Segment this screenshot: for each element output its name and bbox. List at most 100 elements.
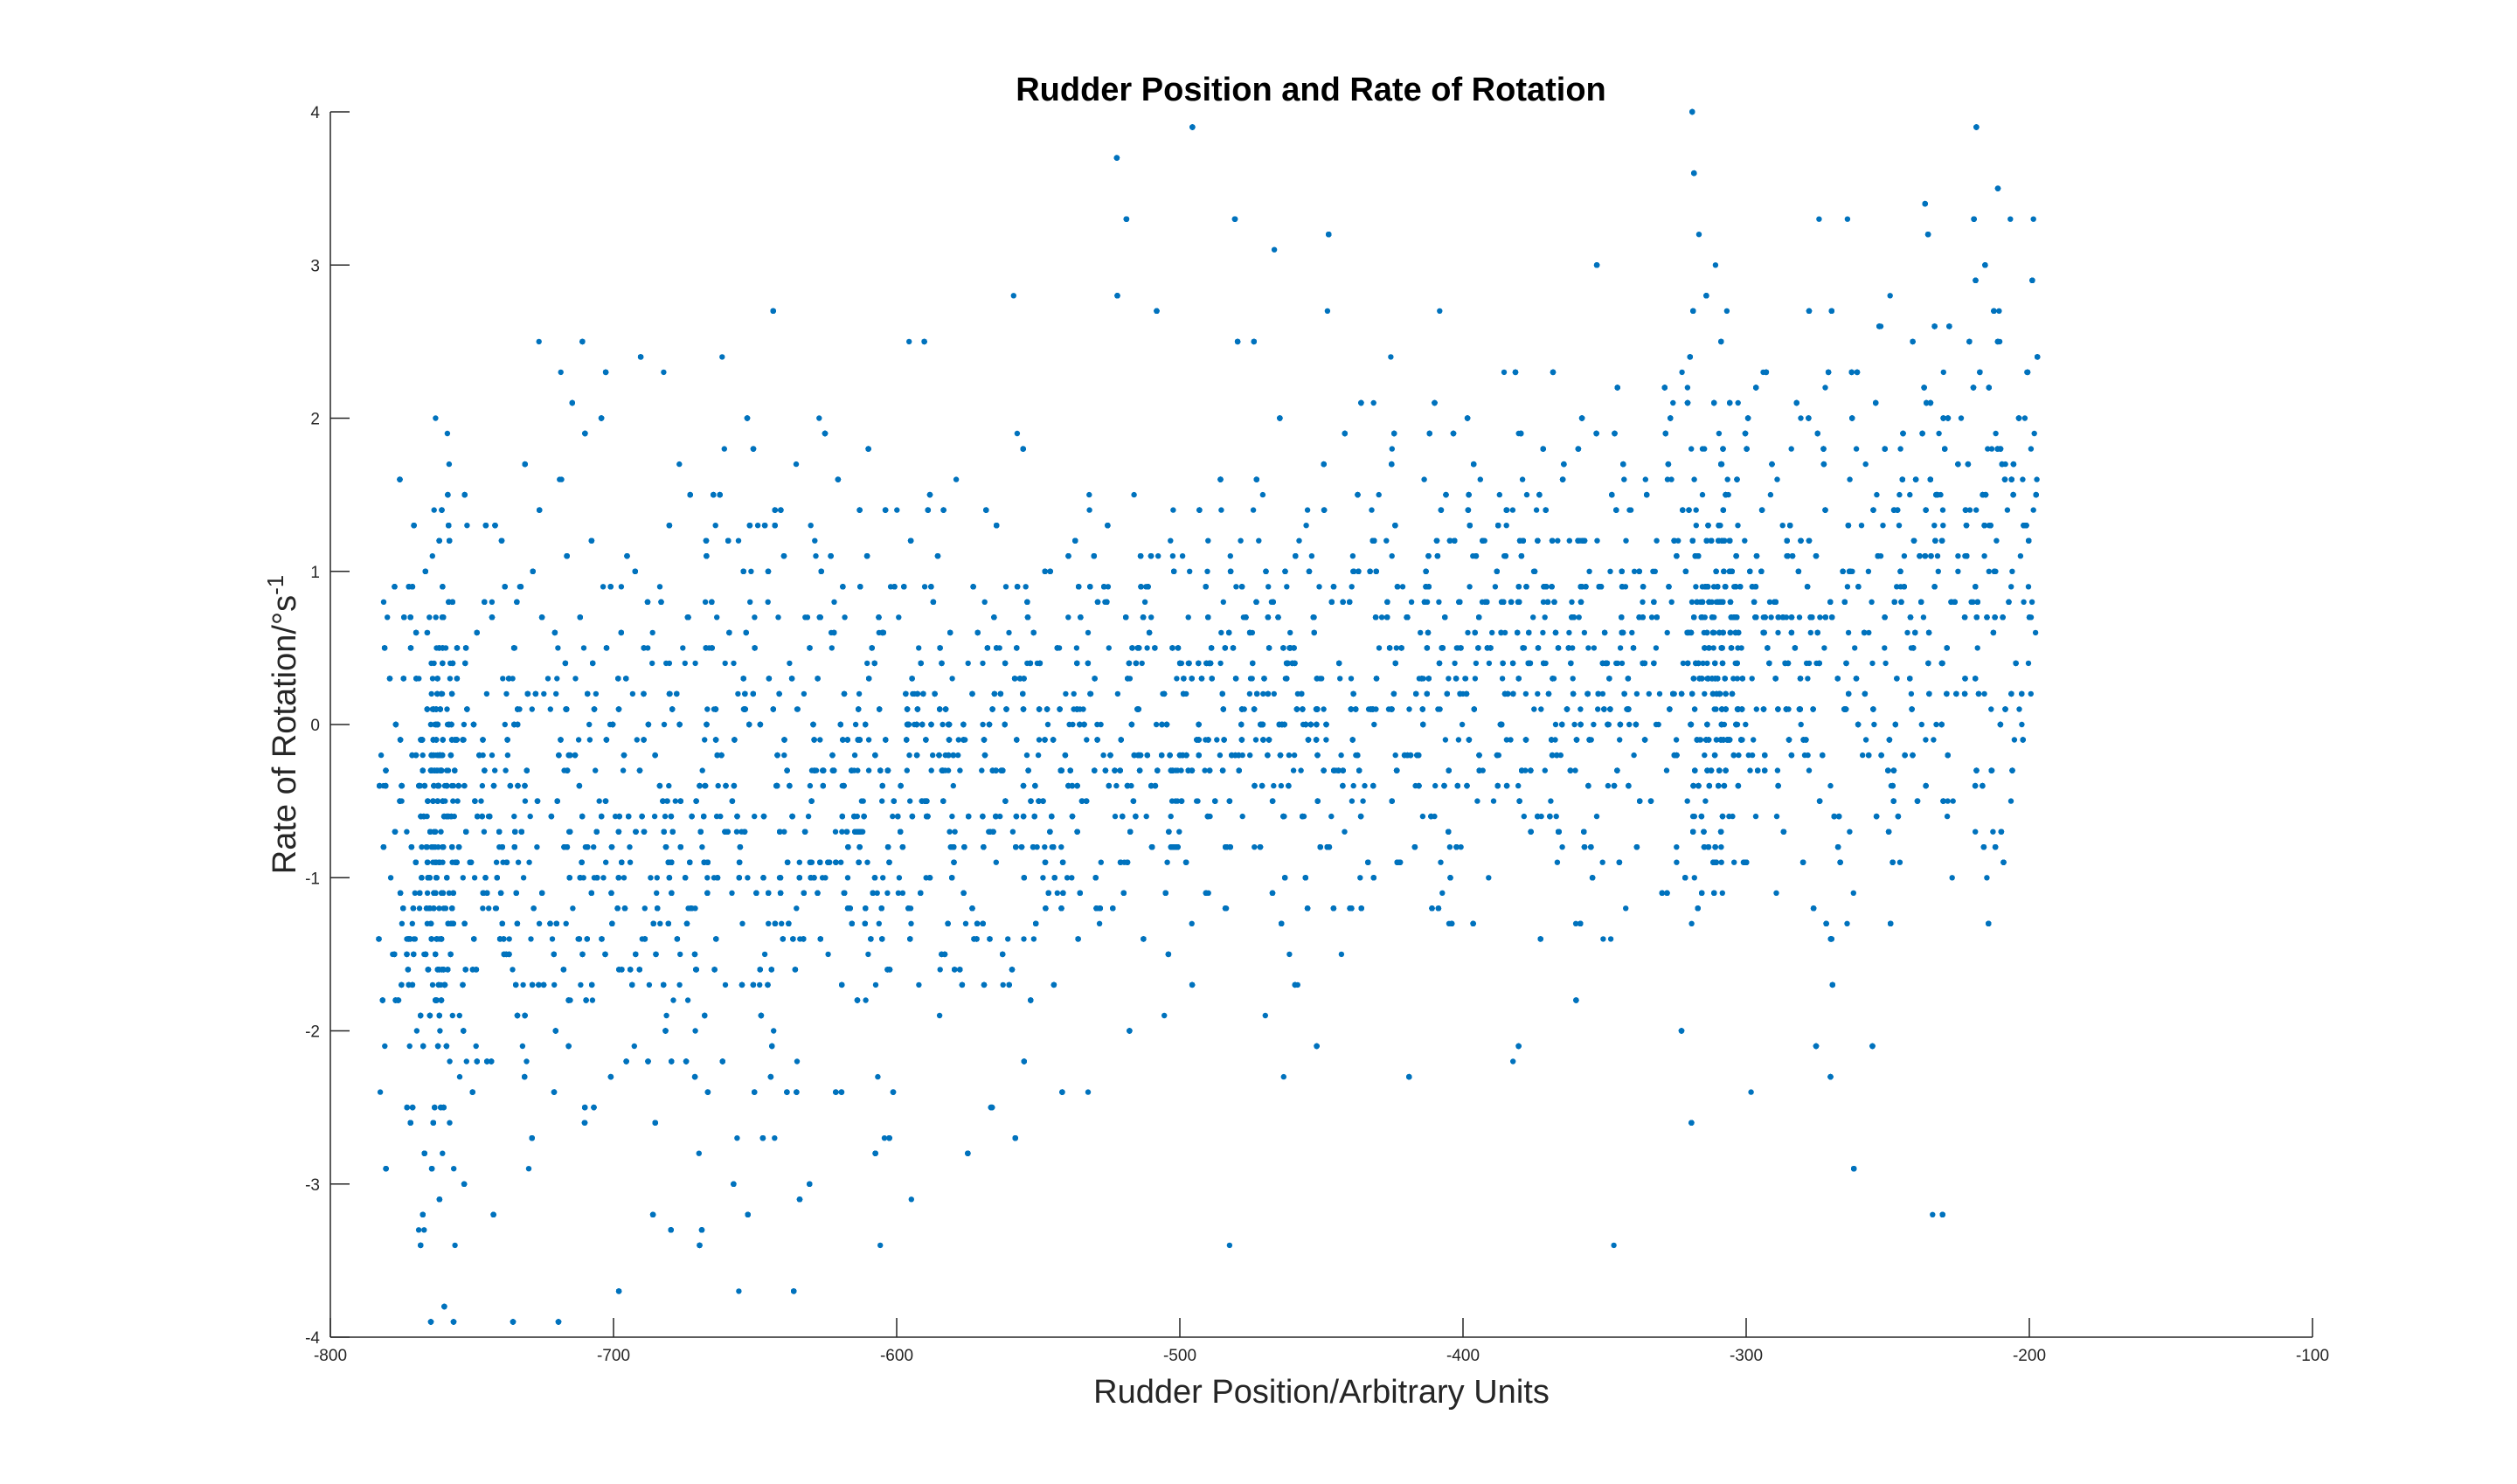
scatter-point [794,706,801,712]
scatter-point [1490,798,1497,804]
scatter-point [1178,767,1184,773]
scatter-point [440,1150,446,1156]
scatter-point [1265,584,1272,590]
scatter-point [1185,614,1191,621]
scatter-point [1993,430,1999,437]
scatter-point [1030,936,1037,942]
scatter-point [1633,690,1640,697]
scatter-point [1860,752,1866,759]
scatter-point [634,737,640,743]
scatter-point [1680,660,1687,667]
scatter-point [1437,308,1443,314]
scatter-point [449,1012,455,1019]
scatter-points [376,108,2041,1325]
scatter-point [1887,293,1893,299]
scatter-point [1349,798,1356,804]
scatter-point [1005,936,1011,942]
scatter-point [733,829,740,835]
scatter-point [524,1058,530,1064]
scatter-point [979,767,985,773]
scatter-point [945,767,952,773]
scatter-point [692,660,698,667]
scatter-point [432,844,439,850]
scatter-point [1286,752,1293,759]
scatter-point [1693,584,1699,590]
scatter-point [593,767,599,773]
scatter-point [714,614,720,621]
scatter-point [1699,491,1706,498]
scatter-point [1844,216,1851,222]
scatter-point [1985,446,1991,452]
scatter-point [1774,476,1780,482]
scatter-point [1376,491,1382,498]
scatter-point [1220,599,1227,605]
scatter-point [529,706,535,712]
scatter-point [1743,721,1749,728]
scatter-point [722,660,728,667]
scatter-point [1161,1012,1168,1019]
scatter-point [1202,767,1208,773]
scatter-point [1503,737,1510,743]
scatter-point [1350,782,1356,789]
scatter-point [761,951,768,958]
scatter-point [899,890,906,896]
scatter-point [787,660,793,667]
scatter-point [1803,660,1810,667]
scatter-point [620,767,627,773]
scatter-point [1522,690,1529,697]
scatter-point [1304,507,1311,513]
scatter-point [1966,507,1973,513]
scatter-point [1619,660,1626,667]
scatter-point [1626,507,1633,513]
scatter-point [1949,875,1955,881]
scatter-point [612,813,619,820]
scatter-point [378,752,385,759]
scatter-point [937,967,943,973]
scatter-point [519,1043,526,1050]
scatter-point [1585,645,1591,651]
scatter-point [1623,537,1629,544]
scatter-point [575,737,582,743]
scatter-point [1323,737,1329,743]
scatter-point [729,890,735,896]
scatter-point [2021,599,2027,605]
scatter-point [1858,523,1865,529]
scatter-point [1474,798,1480,804]
scatter-point [447,1120,453,1126]
scatter-point [1996,308,2002,314]
scatter-point [1822,385,1828,391]
scatter-point [1742,537,1748,544]
scatter-point [1399,584,1406,590]
scatter-point [1897,446,1903,452]
scatter-point [1557,752,1564,759]
scatter-point [502,721,508,728]
scatter-point [1716,430,1723,437]
scatter-point [1723,308,1730,314]
scatter-point [1064,875,1071,881]
scatter-point [1572,920,1579,927]
scatter-point [1896,491,1903,498]
scatter-point [412,890,418,896]
scatter-point [1688,920,1695,927]
scatter-point [887,584,894,590]
scatter-point [908,920,914,927]
scatter-point [864,660,870,667]
scatter-point [1767,491,1774,498]
scatter-point [1073,645,1080,651]
scatter-point [1734,676,1741,682]
scatter-point [451,1166,457,1172]
scatter-point [1036,737,1043,743]
scatter-point [456,1073,463,1080]
scatter-point [666,782,672,789]
scatter-point [1748,1089,1754,1095]
scatter-point [503,690,510,697]
scatter-point [1718,859,1724,865]
scatter-point [2031,430,2037,437]
scatter-point [1021,936,1027,942]
scatter-point [1847,829,1853,835]
scatter-point [1973,829,1979,835]
scatter-point [1617,645,1624,651]
scatter-point [1205,537,1211,544]
scatter-point [1169,553,1176,559]
scatter-point [454,798,461,804]
